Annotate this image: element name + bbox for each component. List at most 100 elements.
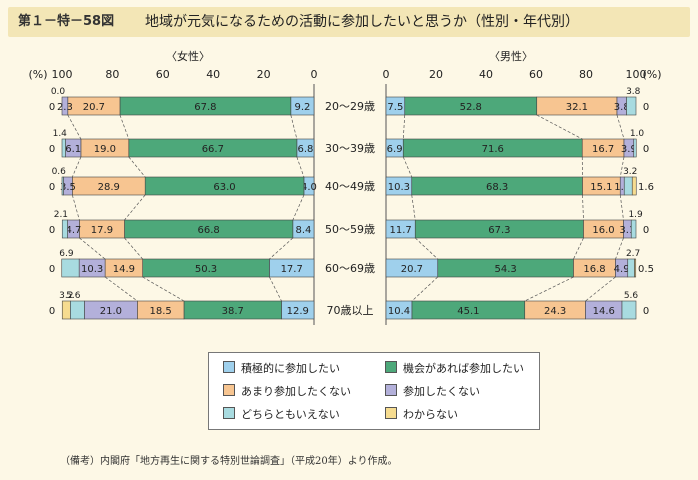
tick-label: 100 bbox=[626, 68, 647, 81]
panel-title: 〈男性〉 bbox=[489, 49, 533, 63]
data-label: 6.9 bbox=[387, 144, 403, 155]
bar-segment bbox=[621, 300, 637, 320]
data-label: 3.9 bbox=[621, 144, 637, 155]
data-label: 18.5 bbox=[150, 306, 172, 317]
legend-label: あまり参加したくない bbox=[241, 385, 351, 398]
data-label: 68.3 bbox=[486, 182, 508, 193]
connector-line bbox=[524, 276, 574, 302]
connector-line bbox=[72, 156, 82, 178]
data-label: 1.9 bbox=[628, 210, 643, 220]
data-label: 3.8 bbox=[614, 102, 630, 113]
data-label: 0 bbox=[643, 144, 649, 155]
bar-segment bbox=[61, 96, 69, 116]
bar-segment bbox=[631, 176, 637, 196]
source-note: （備考）内閣府「地方再生に関する特別世論調査」（平成20年）より作成。 bbox=[60, 456, 398, 467]
data-label: 16.0 bbox=[592, 225, 614, 236]
data-label: 3.1 bbox=[619, 225, 635, 236]
data-label: 14.6 bbox=[593, 306, 615, 317]
connector-line bbox=[573, 237, 584, 260]
bar-segment bbox=[626, 96, 637, 116]
bar-segment bbox=[630, 219, 637, 239]
data-label: 0.5 bbox=[638, 264, 654, 275]
connector-line bbox=[269, 276, 282, 302]
data-label: 54.3 bbox=[494, 264, 516, 275]
category-label: 40～49歳 bbox=[325, 180, 375, 193]
data-label: 5.6 bbox=[66, 291, 81, 301]
data-label: 14.9 bbox=[113, 264, 135, 275]
data-label: 5.6 bbox=[624, 291, 639, 301]
unit-label: (%) bbox=[642, 68, 661, 81]
legend-label: 参加したくない bbox=[403, 385, 480, 398]
data-label: 7.5 bbox=[387, 102, 403, 113]
bar-segment bbox=[70, 300, 85, 320]
figure-number: 第１－特－58図 bbox=[18, 14, 115, 29]
data-label: 20.7 bbox=[401, 264, 423, 275]
connector-line bbox=[411, 276, 438, 302]
connector-line bbox=[128, 156, 146, 178]
connector-line bbox=[582, 194, 584, 221]
tick-label: 80 bbox=[105, 68, 119, 81]
tick-label: 0 bbox=[311, 68, 318, 81]
tick-label: 60 bbox=[156, 68, 170, 81]
data-label: 0 bbox=[49, 144, 55, 155]
connector-line bbox=[585, 276, 616, 302]
bar-segment bbox=[623, 176, 633, 196]
category-label: 70歳以上 bbox=[327, 304, 374, 317]
data-label: 0 bbox=[643, 225, 649, 236]
data-label: 71.6 bbox=[482, 144, 504, 155]
data-label: 2.3 bbox=[57, 102, 73, 113]
data-label: 6.1 bbox=[65, 144, 81, 155]
connector-line bbox=[142, 276, 185, 302]
data-label: 0 bbox=[49, 306, 55, 317]
connector-line bbox=[124, 237, 143, 260]
data-label: 3.5 bbox=[60, 182, 76, 193]
bar-segment bbox=[633, 138, 637, 158]
tick-label: 20 bbox=[429, 68, 443, 81]
connector-line bbox=[615, 237, 624, 260]
data-label: 17.7 bbox=[281, 264, 303, 275]
data-label: 9.2 bbox=[294, 102, 310, 113]
legend-swatch bbox=[385, 407, 397, 419]
data-label: 19.0 bbox=[94, 144, 116, 155]
legend-label: どちらともいえない bbox=[241, 408, 340, 421]
connector-line bbox=[71, 194, 80, 221]
tick-label: 40 bbox=[206, 68, 220, 81]
data-label: 0 bbox=[49, 102, 55, 113]
data-label: 4.7 bbox=[66, 225, 82, 236]
connector-line bbox=[124, 194, 146, 221]
data-label: 0 bbox=[49, 182, 55, 193]
bar-segment bbox=[61, 219, 68, 239]
data-label: 16.8 bbox=[583, 264, 605, 275]
data-label: 66.7 bbox=[202, 144, 224, 155]
data-label: 21.0 bbox=[100, 306, 122, 317]
data-label: 10.3 bbox=[81, 264, 103, 275]
data-label: 1.6 bbox=[614, 182, 630, 193]
figure-title: 地域が元気になるための活動に参加したいと思うか（性別・年代別） bbox=[145, 14, 579, 30]
legend-swatch bbox=[223, 407, 235, 419]
bar-segment bbox=[61, 176, 64, 196]
data-label: 1.4 bbox=[53, 129, 68, 139]
legend-item-not: 参加したくない bbox=[385, 384, 480, 400]
bar-segment bbox=[627, 258, 635, 278]
data-label: 67.8 bbox=[194, 102, 216, 113]
data-label: 17.9 bbox=[91, 225, 113, 236]
data-label: 6.9 bbox=[59, 249, 74, 259]
legend-swatch bbox=[223, 384, 235, 396]
legend-item-active: 積極的に参加したい bbox=[223, 361, 340, 377]
connector-line bbox=[619, 156, 625, 178]
connector-line bbox=[415, 237, 438, 260]
unit-label: (%) bbox=[28, 68, 47, 81]
tick-label: 0 bbox=[383, 68, 390, 81]
tick-label: 80 bbox=[579, 68, 593, 81]
connector-line bbox=[402, 114, 406, 140]
connector-line bbox=[292, 194, 305, 221]
data-label: 66.8 bbox=[198, 225, 220, 236]
data-label: 2.7 bbox=[626, 249, 640, 259]
data-label: 32.1 bbox=[566, 102, 588, 113]
data-label: 12.9 bbox=[287, 306, 309, 317]
data-label: 3.2 bbox=[59, 291, 73, 301]
data-label: 15.1 bbox=[590, 182, 612, 193]
legend-swatch bbox=[223, 361, 235, 373]
legend-label: 積極的に参加したい bbox=[241, 362, 340, 375]
